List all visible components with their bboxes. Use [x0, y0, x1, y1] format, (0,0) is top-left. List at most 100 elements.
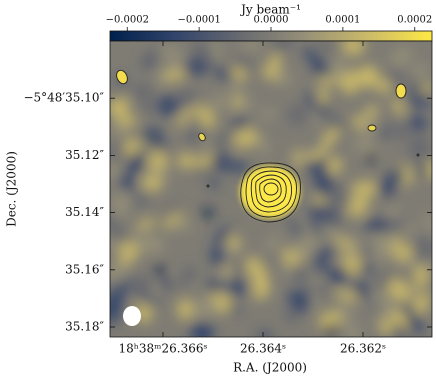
image: [110, 41, 432, 337]
noise-blob: [333, 303, 355, 317]
noise-blob: [391, 324, 407, 337]
noise-blob: [417, 140, 432, 163]
colorbar-tick-label: −0.0001: [177, 15, 220, 26]
noise-blob: [160, 44, 176, 61]
noise-blob: [317, 310, 342, 330]
noise-blob: [304, 146, 330, 163]
noise-blob: [341, 41, 366, 56]
noise-blob: [402, 256, 416, 269]
noise-blob: [311, 59, 331, 78]
noise-blob: [392, 122, 409, 140]
noise-blob: [120, 171, 135, 193]
noise-blob: [147, 283, 165, 300]
noise-blob: [171, 50, 185, 71]
noise-blob: [332, 233, 354, 253]
noise-blob: [131, 83, 154, 100]
noise-blob: [192, 41, 213, 65]
noise-blob: [230, 66, 248, 81]
colorbar-label: Jy beam⁻¹: [239, 3, 301, 17]
noise-blob: [245, 256, 265, 282]
noise-blob: [268, 53, 283, 69]
noise-blob: [286, 241, 298, 255]
noise-blob: [203, 208, 213, 218]
noise-blob: [318, 86, 330, 106]
noise-blob: [192, 155, 214, 167]
noise-blob: [372, 241, 394, 262]
noise-blob: [305, 90, 316, 109]
noise-blob: [363, 219, 391, 233]
noise-blob: [313, 247, 337, 264]
noise-blob: [131, 231, 153, 249]
noise-blob: [413, 240, 432, 263]
noise-blob: [167, 219, 194, 232]
noise-blob: [208, 159, 221, 169]
noise-blob: [376, 78, 392, 94]
noise-blob: [272, 41, 294, 52]
noise-blob: [211, 130, 235, 147]
contours: [116, 69, 420, 223]
colorbar-tick-label: 0.0000: [254, 15, 289, 26]
noise-blob: [334, 290, 360, 302]
noise-blob: [391, 98, 405, 116]
colorbar-tick-label: −0.0002: [106, 15, 149, 26]
noise-blob: [327, 265, 349, 285]
noise-blob: [207, 278, 224, 294]
noise-blob: [142, 127, 164, 147]
noise-blob: [326, 156, 343, 175]
noise-blob: [338, 76, 353, 87]
noise-blob: [390, 46, 413, 67]
noise-blob: [177, 152, 194, 170]
noise-blob: [409, 114, 428, 132]
noise-blob: [133, 192, 151, 208]
noise-blob: [162, 277, 174, 289]
noise-blob: [132, 154, 146, 172]
noise-blob: [140, 47, 161, 66]
noise-blob: [326, 325, 336, 335]
noise-blob: [195, 104, 216, 129]
noise-blob: [372, 289, 393, 308]
colorbar-tick-label: 0.0001: [325, 15, 360, 26]
noise-blob: [176, 298, 194, 321]
noise-blob: [163, 69, 188, 81]
y-tick-label: −5°48′35.10″: [23, 91, 104, 105]
noise-blob: [120, 240, 140, 257]
noise-blob: [123, 137, 141, 157]
noise-blob: [302, 161, 322, 174]
noise-blob: [346, 323, 361, 337]
noise-blob: [296, 234, 320, 257]
noise-blob: [262, 65, 280, 81]
noise-blob: [175, 107, 195, 127]
noise-blob: [414, 267, 428, 285]
noise-blob: [313, 178, 330, 194]
noise-blob: [155, 265, 165, 275]
noise-blob: [313, 114, 323, 126]
noise-blob: [240, 41, 262, 52]
noise-blob: [407, 313, 424, 334]
noise-blob: [110, 214, 120, 233]
y-tick-label: 35.12″: [65, 148, 104, 162]
noise-blob: [229, 304, 240, 314]
noise-blob: [110, 292, 125, 314]
noise-blob: [136, 218, 157, 229]
x-axis-label: R.A. (J2000): [233, 361, 307, 375]
noise-blob: [423, 212, 432, 236]
noise-blob: [365, 145, 383, 160]
noise-blob: [233, 127, 259, 149]
noise-blob: [225, 161, 249, 173]
noise-blob: [252, 278, 271, 300]
noise-blob: [192, 296, 218, 319]
noise-blob: [290, 267, 311, 286]
noise-blob: [142, 175, 163, 192]
noise-blob: [110, 120, 128, 139]
noise-blob: [231, 93, 242, 111]
noise-blob: [404, 78, 425, 98]
noise-blob: [326, 184, 349, 200]
y-axis-label: Dec. (J2000): [5, 151, 19, 227]
noise-blob: [115, 232, 127, 243]
noise-blob: [367, 153, 377, 163]
noise-blob: [142, 99, 155, 114]
noise-blob: [341, 254, 363, 275]
x-tick-label: 26.362ˢ: [340, 342, 386, 356]
noise-blob: [378, 301, 396, 323]
